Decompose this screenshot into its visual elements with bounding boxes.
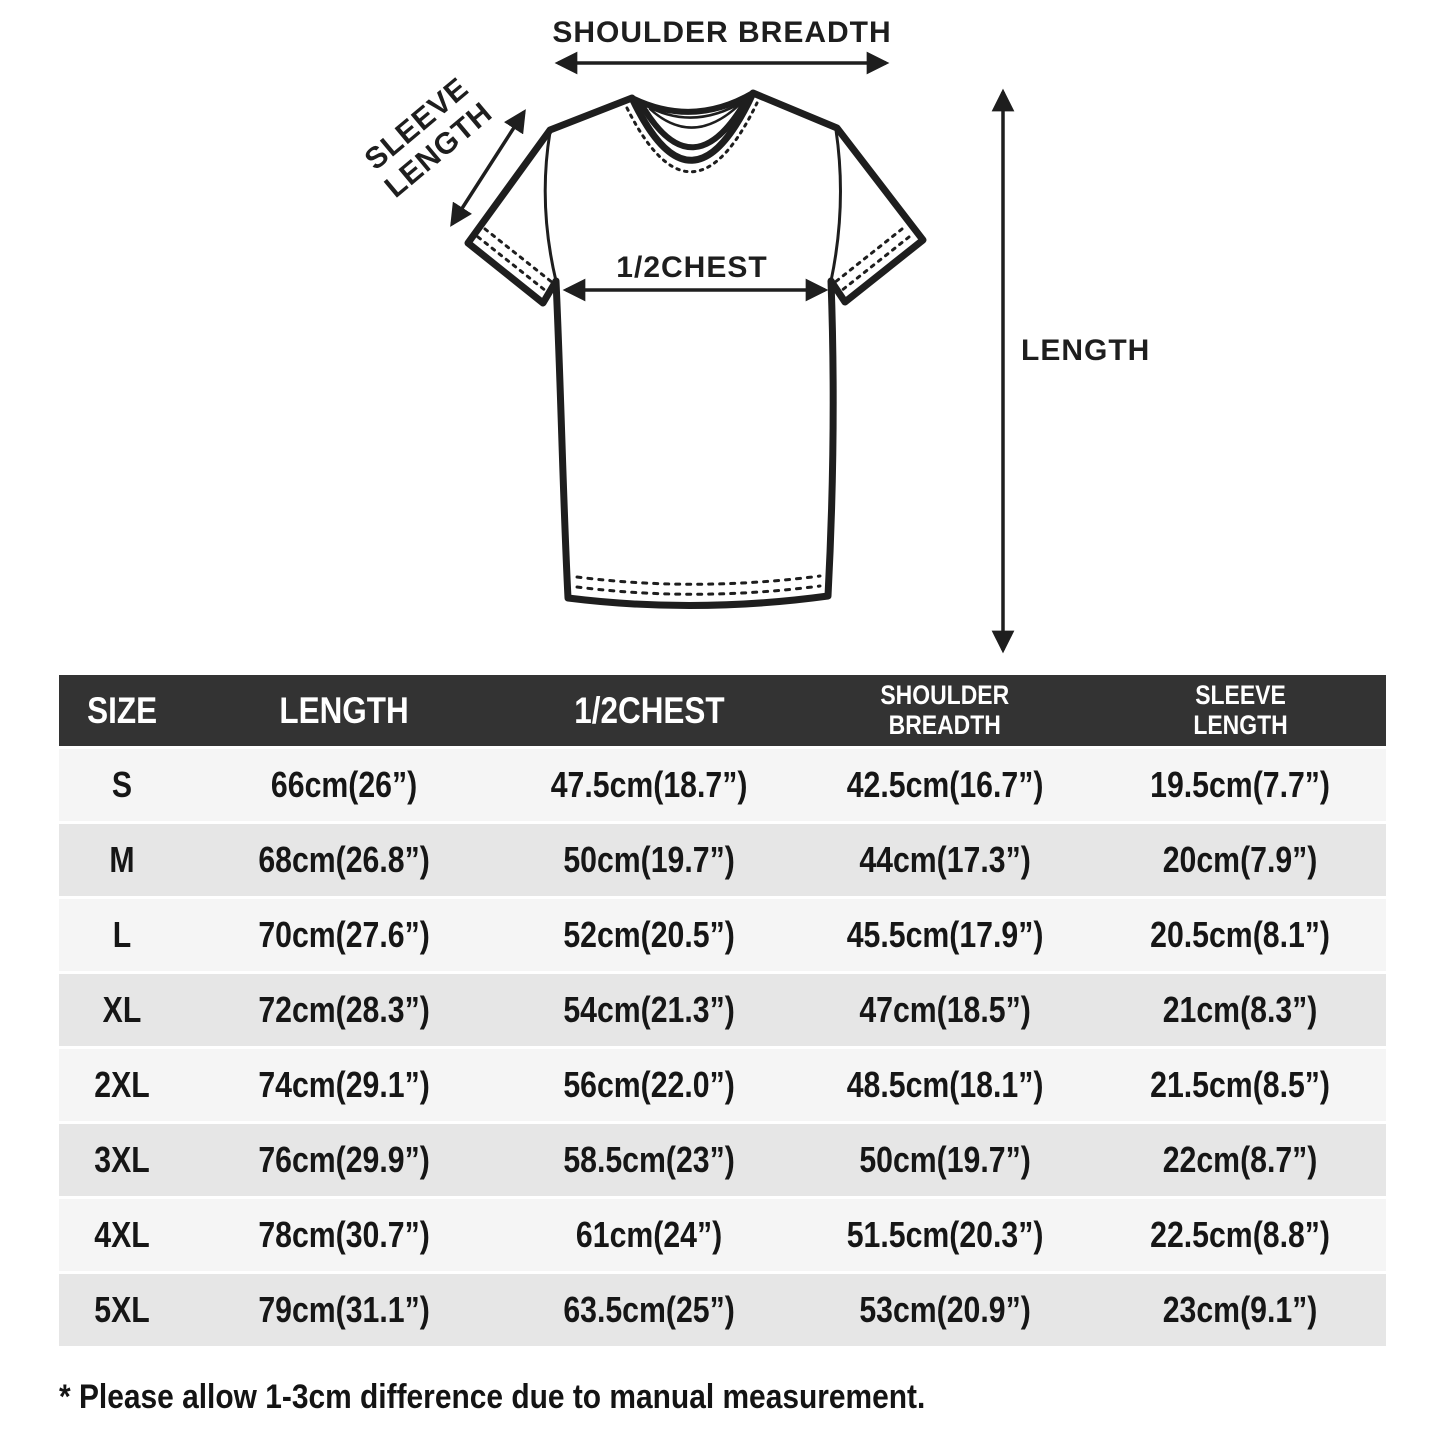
cell-length: 70cm(27.6”)	[258, 914, 431, 955]
cell-sleeve-length: 22.5cm(8.8”)	[1150, 1214, 1330, 1255]
cell-length: 76cm(29.9”)	[258, 1139, 431, 1180]
right-sleeve-seam	[829, 128, 842, 283]
cell-shoulder-breadth: 45.5cm(17.9”)	[846, 914, 1044, 955]
sleeve-length-arrow	[450, 109, 526, 227]
cell-shoulder-breadth: 42.5cm(16.7”)	[846, 764, 1044, 805]
table-row-l: L 70cm(27.6”) 52cm(20.5”) 45.5cm(17.9”) …	[59, 899, 1386, 971]
bottom-hem-stitch-2	[575, 584, 822, 596]
right-sleeve-hem-stitch-1	[839, 235, 911, 293]
cell-sleeve-length: 22cm(8.7”)	[1162, 1139, 1318, 1180]
cell-size: S	[111, 764, 133, 805]
cell-size: 2XL	[94, 1064, 150, 1105]
cell-size: M	[109, 839, 135, 880]
cell-size: XL	[102, 989, 142, 1030]
cell-shoulder-breadth: 48.5cm(18.1”)	[846, 1064, 1044, 1105]
cell-half-chest: 61cm(24”)	[576, 1214, 723, 1255]
col-header-length: LENGTH	[279, 689, 409, 731]
right-sleeve-hem-stitch-2	[832, 227, 904, 285]
col-header-sleeve-length: SLEEVE LENGTH	[1192, 680, 1288, 740]
tshirt-outline-drawing	[464, 89, 927, 610]
size-table-header-row: SIZE LENGTH 1/2CHEST SHOULDER BREADTH SLE…	[59, 675, 1386, 746]
cell-sleeve-length: 20cm(7.9”)	[1162, 839, 1318, 880]
measurement-footnote: * Please allow 1-3cm difference due to m…	[59, 1378, 926, 1416]
tshirt-body-path	[464, 89, 927, 610]
cell-length: 66cm(26”)	[271, 764, 418, 805]
size-table: SIZE LENGTH 1/2CHEST SHOULDER BREADTH SLE…	[59, 675, 1386, 1349]
tshirt-measurement-diagram: SHOULDER BREADTH SLEEVE LENGTH 1/2CHEST …	[359, 16, 1150, 654]
cell-length: 79cm(31.1”)	[258, 1289, 431, 1330]
length-label: LENGTH	[1021, 334, 1150, 367]
table-row-3xl: 3XL 76cm(29.9”) 58.5cm(23”) 50cm(19.7”) …	[59, 1124, 1386, 1196]
cell-length: 72cm(28.3”)	[258, 989, 431, 1030]
col-header-size: SIZE	[87, 689, 157, 731]
left-sleeve-hem-stitch-1	[476, 235, 548, 293]
cell-shoulder-breadth: 50cm(19.7”)	[859, 1139, 1031, 1180]
cell-sleeve-length: 21cm(8.3”)	[1162, 989, 1318, 1030]
half-chest-label: 1/2CHEST	[616, 251, 767, 284]
table-row-s: S 66cm(26”) 47.5cm(18.7”) 42.5cm(16.7”) …	[59, 749, 1386, 821]
cell-shoulder-breadth: 51.5cm(20.3”)	[846, 1214, 1044, 1255]
cell-half-chest: 56cm(22.0”)	[563, 1064, 736, 1105]
cell-size: 3XL	[94, 1139, 150, 1180]
table-row-m: M 68cm(26.8”) 50cm(19.7”) 44cm(17.3”) 20…	[59, 824, 1386, 896]
cell-shoulder-breadth: 44cm(17.3”)	[859, 839, 1031, 880]
cell-sleeve-length: 20.5cm(8.1”)	[1150, 914, 1330, 955]
collar-back-seam-1	[643, 99, 746, 119]
collar-back-seam-2	[648, 103, 741, 129]
cell-sleeve-length: 21.5cm(8.5”)	[1150, 1064, 1330, 1105]
cell-half-chest: 54cm(21.3”)	[563, 989, 736, 1030]
collar-back-edge	[629, 90, 756, 115]
cell-length: 78cm(30.7”)	[258, 1214, 431, 1255]
cell-shoulder-breadth: 47cm(18.5”)	[859, 989, 1031, 1030]
cell-half-chest: 52cm(20.5”)	[563, 914, 736, 955]
cell-half-chest: 63.5cm(25”)	[563, 1289, 736, 1330]
table-row-5xl: 5XL 79cm(31.1”) 63.5cm(25”) 53cm(20.9”) …	[59, 1274, 1386, 1346]
table-row-4xl: 4XL 78cm(30.7”) 61cm(24”) 51.5cm(20.3”) …	[59, 1199, 1386, 1271]
cell-length: 68cm(26.8”)	[258, 839, 431, 880]
cell-size: L	[112, 914, 132, 955]
size-table-body: S 66cm(26”) 47.5cm(18.7”) 42.5cm(16.7”) …	[59, 749, 1386, 1346]
bottom-hem-stitch-1	[575, 574, 822, 586]
col-header-shoulder-breadth: SHOULDER BREADTH	[880, 680, 1010, 740]
cell-shoulder-breadth: 53cm(20.9”)	[859, 1289, 1031, 1330]
collar-rib-inner	[637, 94, 751, 151]
cell-sleeve-length: 23cm(9.1”)	[1162, 1289, 1318, 1330]
collar-stitching	[625, 101, 759, 174]
cell-half-chest: 50cm(19.7”)	[563, 839, 736, 880]
cell-half-chest: 47.5cm(18.7”)	[551, 764, 748, 805]
cell-size: 5XL	[94, 1289, 150, 1330]
left-sleeve-hem-stitch-2	[483, 227, 555, 285]
cell-size: 4XL	[94, 1214, 150, 1255]
left-sleeve-seam	[543, 130, 558, 283]
table-row-xl: XL 72cm(28.3”) 54cm(21.3”) 47cm(18.5”) 2…	[59, 974, 1386, 1046]
cell-sleeve-length: 19.5cm(7.7”)	[1150, 764, 1330, 805]
col-header-half-chest: 1/2CHEST	[574, 689, 725, 731]
cell-half-chest: 58.5cm(23”)	[563, 1139, 736, 1180]
shoulder-breadth-label: SHOULDER BREADTH	[552, 16, 891, 49]
cell-length: 74cm(29.1”)	[258, 1064, 431, 1105]
table-row-2xl: 2XL 74cm(29.1”) 56cm(22.0”) 48.5cm(18.1”…	[59, 1049, 1386, 1121]
